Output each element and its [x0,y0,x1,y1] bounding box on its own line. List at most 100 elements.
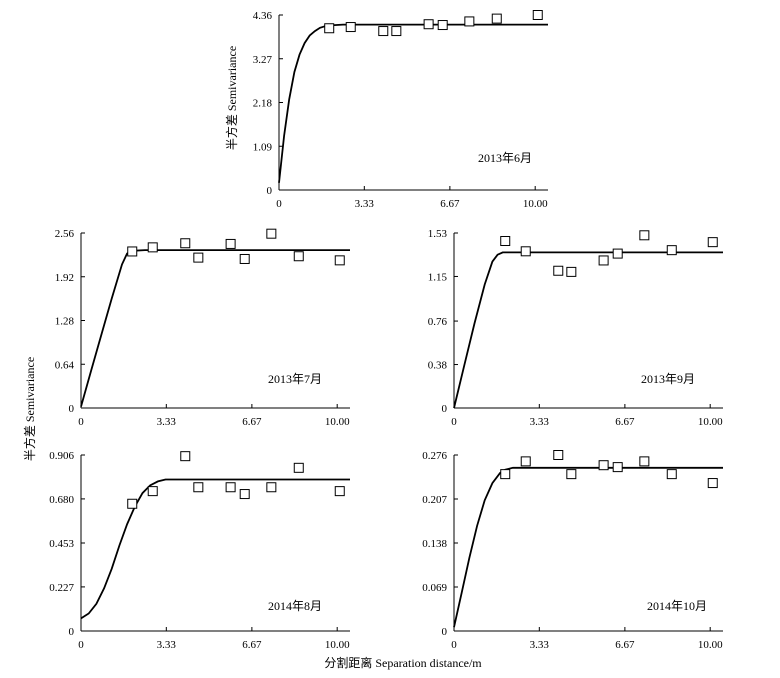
x-tick-label: 10.00 [698,416,723,428]
y-tick-label: 0 [442,403,448,415]
y-tick-label: 0.069 [422,582,447,594]
chart-panel: 0 0.227 0.453 0.680 0.906 0 3.33 6.67 10.00 2014年… [49,450,350,651]
data-point [378,26,389,37]
x-tick-label: 0 [78,416,84,428]
data-point [239,489,250,500]
data-point [520,246,531,257]
data-point [391,26,402,37]
data-point [225,482,236,493]
data-point [491,13,502,24]
data-point [266,482,277,493]
x-tick-label: 10.00 [523,198,548,210]
data-point [324,23,335,34]
data-point [334,486,345,497]
data-point [532,10,543,20]
data-point [437,20,448,31]
data-point [266,228,277,239]
panel-date-label: 2014年10月 [647,599,707,613]
panel-date-label: 2013年9月 [641,372,695,386]
chart-panel: 0 0.64 1.28 1.92 2.56 0 3.33 6.67 10.00 2013年7月 [55,228,350,428]
chart-panel: 0 0.38 0.76 1.15 1.53 0 3.33 6.67 10.00 2013年9月 [428,228,723,428]
data-point [293,462,304,473]
data-point [334,255,345,266]
x-tick-label: 3.33 [530,639,550,651]
x-tick-label: 3.33 [530,416,550,428]
y-tick-label: 0.453 [49,538,74,550]
shared-xlabel: 分割距离 Separation distance/m [324,655,482,670]
y-tick-label: 0.64 [55,359,75,371]
data-point [225,238,236,249]
x-tick-label: 0 [451,639,457,651]
y-tick-label: 0.207 [422,494,447,506]
data-point [127,498,138,509]
data-point [566,469,577,480]
data-point [147,486,158,497]
shared-ylabel: 半方差 Semivariance [22,357,37,461]
chart-panel: 0 0.069 0.138 0.207 0.276 0 3.33 6.67 10.00 2014年… [422,450,723,651]
data-point [707,237,718,248]
data-point [464,16,475,27]
data-point [180,238,191,249]
y-tick-label: 1.92 [55,272,74,284]
fit-curve [278,23,548,183]
data-point [500,469,511,480]
data-point [500,236,511,247]
data-point [553,265,564,276]
data-point [639,456,650,467]
y-tick-label: 1.09 [253,141,273,153]
data-point [127,246,138,257]
x-tick-label: 0 [276,198,282,210]
y-tick-label: 3.27 [253,54,273,66]
y-tick-label: 2.18 [253,98,273,110]
x-tick-label: 6.67 [440,198,460,210]
y-tick-label: 0.276 [422,450,447,462]
x-tick-label: 6.67 [242,639,262,651]
panels: 01.092.183.274.360 3.33 6.67 10.002013年6月00… [49,10,723,651]
panel-date-label: 2013年7月 [268,372,322,386]
chart-panel: 0 1.09 2.18 3.27 4.36 0 3.33 6.67 10.00 2013年6月 [253,10,548,210]
x-tick-label: 10.00 [325,416,350,428]
data-point [666,245,677,256]
data-point [520,456,531,467]
data-point [707,478,718,489]
data-point [566,266,577,277]
y-tick-label: 0.906 [49,450,74,462]
data-point [193,482,204,493]
data-point [193,252,204,263]
data-point [598,255,609,266]
x-tick-label: 10.00 [698,639,723,651]
y-tick-label: 2.56 [55,228,75,240]
data-point [612,248,623,259]
y-tick-label: 0.680 [49,494,74,506]
panel-date-label: 2014年8月 [268,599,322,613]
data-point [598,460,609,471]
y-tick-label: 0.227 [49,582,74,594]
data-point [423,19,434,30]
y-tick-label: 1.53 [428,228,448,240]
data-point [612,462,623,473]
y-tick-label: 1.15 [428,271,448,283]
data-point [345,22,356,33]
y-tick-label: 0.76 [428,316,448,328]
data-point [293,251,304,262]
y-tick-label: 0.138 [422,538,447,550]
x-tick-label: 3.33 [157,416,177,428]
y-tick-label: 1.28 [55,316,75,328]
data-point [180,451,191,462]
data-point [553,450,564,460]
y-tick-label: 0.38 [428,360,448,372]
fit-curve [80,478,350,620]
top-ylabel: 半方差 Semivariance [224,46,239,150]
x-tick-label: 6.67 [615,639,635,651]
x-tick-label: 3.33 [157,639,177,651]
x-tick-label: 0 [78,639,84,651]
y-tick-label: 0 [442,626,448,638]
y-tick-label: 0 [267,185,273,197]
x-tick-label: 6.67 [615,416,635,428]
x-tick-label: 3.33 [355,198,375,210]
y-tick-label: 4.36 [253,10,273,22]
y-tick-label: 0 [69,403,75,415]
panel-date-label: 2013年6月 [478,151,532,165]
data-point [666,469,677,480]
